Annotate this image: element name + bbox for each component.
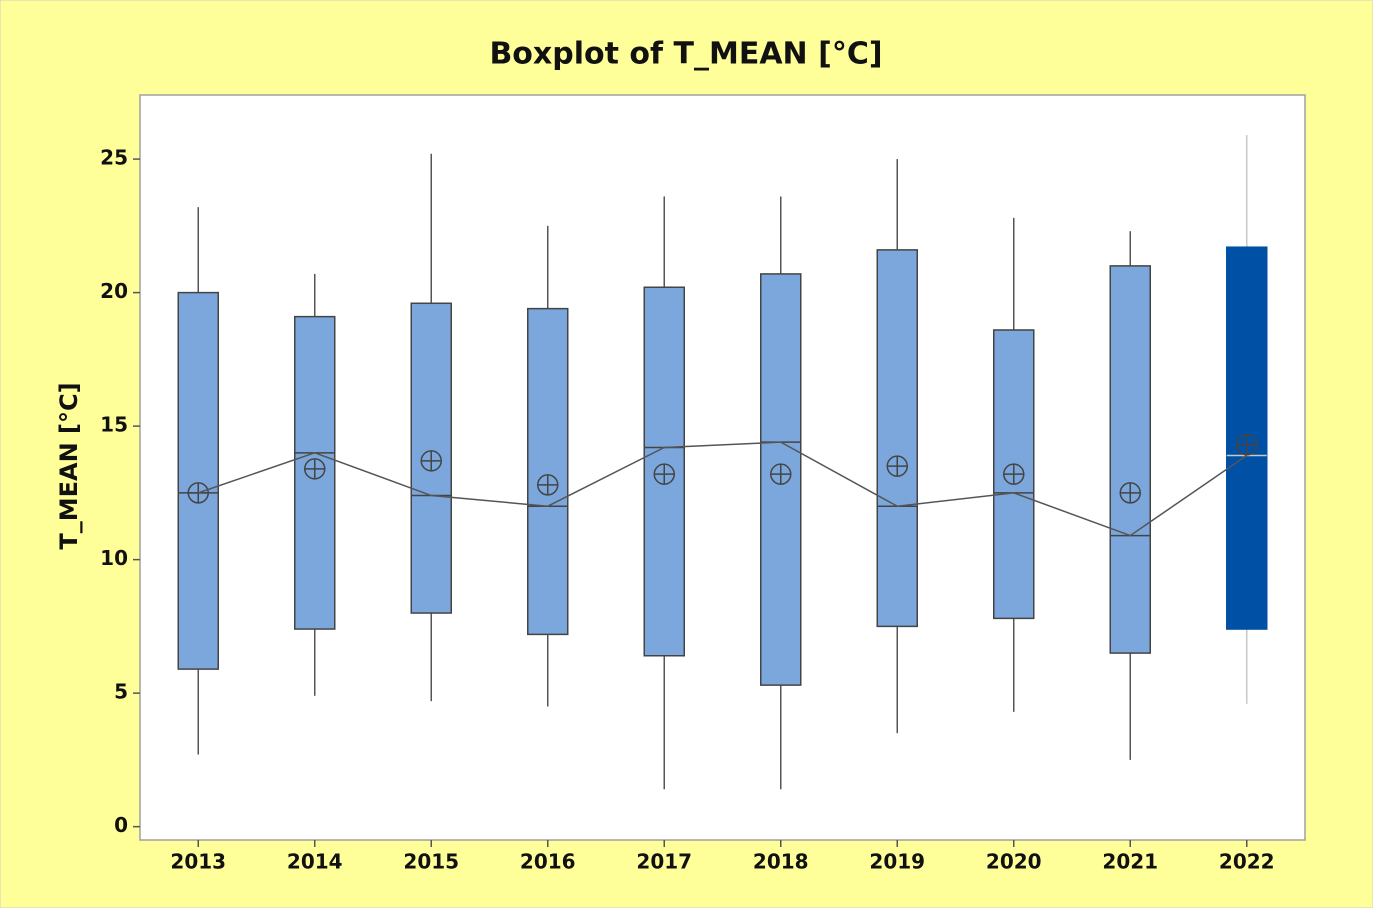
x-tick-label: 2022 <box>1219 850 1275 874</box>
mean-marker <box>886 455 908 477</box>
mean-marker <box>304 458 326 480</box>
box <box>177 291 219 670</box>
box <box>876 249 918 628</box>
mean-marker <box>1119 482 1141 504</box>
chart-title: Boxplot of T_MEAN [°C] <box>489 37 882 72</box>
mean-marker <box>770 463 792 485</box>
box <box>1226 246 1268 630</box>
mean-marker <box>420 450 442 472</box>
y-axis-label: T_MEAN [°C] <box>55 382 83 549</box>
y-tick-label: 10 <box>100 546 128 570</box>
y-tick-label: 25 <box>100 146 128 170</box>
x-tick-label: 2020 <box>986 850 1042 874</box>
x-tick-label: 2014 <box>287 850 343 874</box>
box <box>760 273 802 686</box>
box <box>1109 265 1151 654</box>
x-tick-label: 2015 <box>403 850 459 874</box>
y-tick-label: 0 <box>114 813 128 837</box>
median-connect-line <box>198 441 1248 537</box>
mean-marker <box>537 474 559 496</box>
mean-marker <box>1236 434 1258 456</box>
x-tick-label: 2013 <box>170 850 226 874</box>
x-tick-label: 2016 <box>520 850 576 874</box>
box <box>527 307 569 636</box>
x-tick-label: 2021 <box>1102 850 1158 874</box>
x-tick-label: 2019 <box>869 850 925 874</box>
x-tick-label: 2017 <box>636 850 692 874</box>
y-tick-label: 20 <box>100 279 128 303</box>
y-tick-label: 5 <box>114 680 128 704</box>
x-tick-label: 2018 <box>753 850 809 874</box>
y-tick-label: 15 <box>100 413 128 437</box>
mean-marker <box>1003 463 1025 485</box>
mean-marker <box>653 463 675 485</box>
